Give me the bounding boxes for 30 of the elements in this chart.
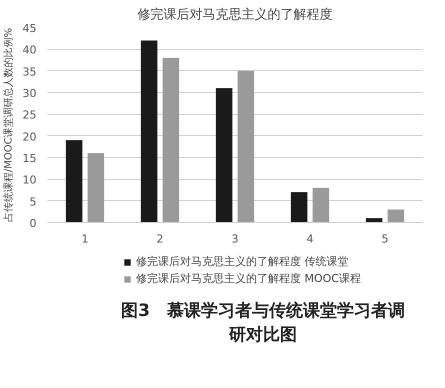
bar xyxy=(312,188,330,222)
x-tick-label: 5 xyxy=(382,232,388,246)
y-tick-label: 20 xyxy=(22,130,37,144)
bar xyxy=(388,210,404,222)
y-tick-label: 25 xyxy=(22,108,37,122)
y-tick-label: 15 xyxy=(22,152,37,165)
caption: 图3 慕课学习者与传统课堂学习者调研对比图 xyxy=(120,300,406,347)
x-tick-label: 4 xyxy=(306,232,314,246)
y-tick-label: 40 xyxy=(22,44,37,57)
y-tick-label: 30 xyxy=(22,87,37,100)
y-tick-label: 10 xyxy=(22,174,37,187)
legend-label: 修完课后对马克思主义的了解程度 MOOC课程 xyxy=(136,271,361,286)
x-tick-label: 2 xyxy=(156,232,164,246)
x-tick-label: 3 xyxy=(232,232,238,246)
y-axis-title: 占传统课程/MOOC课堂调研总人数的比例% xyxy=(2,28,15,222)
bar xyxy=(216,88,232,222)
bar xyxy=(162,58,180,222)
bar xyxy=(238,70,254,222)
y-tick-label: 35 xyxy=(22,65,37,78)
y-tick-label: 0 xyxy=(30,217,36,230)
y-tick-label: 45 xyxy=(22,22,37,35)
bar xyxy=(88,153,104,222)
x-tick-label: 1 xyxy=(82,232,88,246)
chart-title: 修完课后对马克思主义的了解程度 xyxy=(138,6,332,22)
bar xyxy=(290,192,308,222)
legend-label: 修完课后对马克思主义的了解程度 传统课堂 xyxy=(136,254,349,269)
bar xyxy=(66,140,82,222)
bar xyxy=(366,218,382,222)
bar xyxy=(140,40,158,222)
y-tick-label: 5 xyxy=(30,195,36,208)
